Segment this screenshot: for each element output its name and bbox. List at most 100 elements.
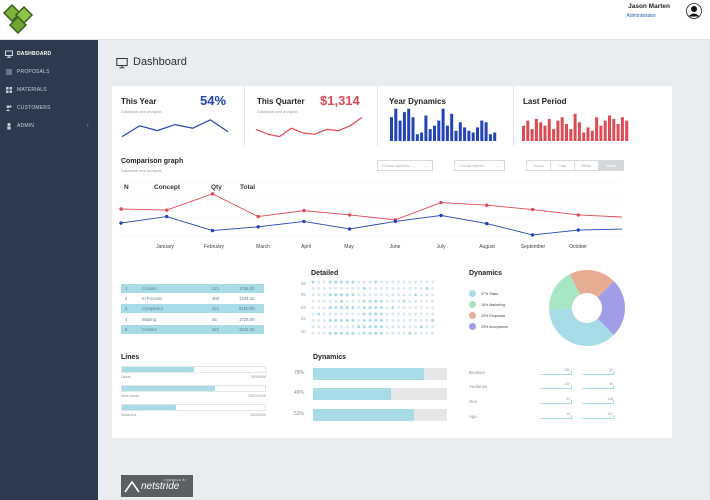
sidebar-item-label: CUSTOMERS (17, 105, 51, 111)
matrix-dot (317, 306, 321, 310)
statistics-select[interactable]: Choose statistics ⌄ (377, 160, 433, 171)
mini-stat-tick (571, 415, 572, 419)
matrix-dot (328, 280, 332, 284)
cell-n: 3 (125, 306, 128, 311)
matrix-dot (311, 306, 315, 310)
progress-fill (122, 367, 194, 372)
people-icon (5, 104, 13, 112)
matrix-dot (408, 331, 412, 335)
dynamics-bar-fill (313, 388, 391, 400)
stat-title: This Quarter (257, 97, 305, 106)
matrix-dot (425, 318, 429, 322)
data-point (165, 214, 169, 219)
donut-slice (549, 308, 614, 346)
range-hours[interactable]: Hours (527, 161, 551, 170)
data-point (439, 213, 443, 218)
data-point (302, 219, 306, 224)
table-row[interactable]: 1 Custom 121 1745.00 (121, 284, 264, 293)
bar (526, 120, 530, 141)
mini-stat-a: 34 (566, 397, 570, 401)
y-tick-label: 06 (301, 292, 306, 297)
matrix-dot (397, 299, 400, 303)
powered-by-badge[interactable]: POWERED BY netstride (121, 475, 193, 497)
cell-qty: 121 (212, 286, 220, 291)
matrix-dot (357, 299, 361, 303)
matrix-dot (311, 325, 315, 329)
progress-value: 750/2000 (250, 375, 266, 379)
x-tick-label: August (479, 244, 495, 250)
sidebar-item-customers[interactable]: CUSTOMERS (0, 101, 98, 115)
user-name[interactable]: Jason Marten (628, 3, 670, 10)
matrix-dot (368, 286, 372, 290)
bar (390, 117, 393, 141)
x-tick-label: March (256, 244, 270, 250)
matrix-dot (379, 331, 383, 335)
matrix-dot (379, 286, 383, 290)
sparkline-this-year (121, 119, 229, 138)
table-row[interactable]: 3 Completed 321 8150.00 (121, 304, 264, 313)
matrix-dot (328, 331, 332, 335)
matrix-dot (402, 318, 406, 322)
bar (484, 122, 488, 141)
y-tick-label: 02 (301, 316, 306, 321)
bar (547, 118, 551, 141)
matrix-dot (431, 306, 435, 310)
sidebar-item-proposals[interactable]: PROPOSALS (0, 65, 98, 79)
range-day[interactable]: Day (551, 161, 575, 170)
legend-label: 25% Acceptance (481, 324, 508, 329)
user-role: Administrator (626, 13, 656, 19)
legend-swatch (469, 323, 476, 330)
table-row[interactable]: 5 Custom 321 1216.00 (121, 325, 264, 334)
divider (244, 86, 245, 146)
matrix-dot (397, 325, 400, 329)
bar-chart-last-period (522, 113, 629, 141)
sidebar-item-label: ADMIN (17, 123, 35, 129)
chevron-right-icon: › (86, 123, 89, 129)
matrix-dot (351, 299, 355, 303)
matrix-dot (311, 280, 315, 284)
matrix-dot (322, 331, 326, 335)
page-header: Dashboard (116, 56, 187, 69)
matrix-dot (408, 299, 412, 303)
page-title: Dashboard (133, 56, 187, 68)
series-line (120, 193, 622, 221)
matrix-dot (351, 280, 355, 284)
matrix-dot (379, 306, 383, 310)
matrix-dot (317, 312, 321, 316)
bar (582, 132, 586, 141)
matrix-dot (414, 312, 418, 316)
bar (543, 125, 547, 141)
legend-swatch (469, 290, 476, 297)
avatar-icon[interactable] (686, 3, 702, 19)
matrix-dot (425, 312, 429, 316)
dynamics-bar-fill (313, 368, 425, 380)
matrix-dot (322, 280, 326, 284)
series-line (120, 215, 622, 236)
bar (534, 118, 538, 141)
sidebar-item-admin[interactable]: ADMIN › (0, 119, 98, 133)
dynamics-pie-title: Dynamics (469, 270, 503, 277)
sidebar-item-materials[interactable]: MATERIALS (0, 83, 98, 97)
progress-bar-sessions (121, 404, 266, 411)
list-icon (5, 68, 13, 76)
app-logo[interactable] (2, 3, 36, 37)
y-tick-label: 08 (301, 281, 306, 286)
table-row[interactable]: 2 In Process 406 1204.42 (121, 294, 264, 303)
range-month[interactable]: Month (599, 161, 623, 170)
matrix-dot (414, 325, 418, 329)
legend-item: 25% Acceptance (469, 323, 508, 330)
sidebar-item-dashboard[interactable]: DASHBOARD (0, 47, 98, 61)
matrix-dot (357, 306, 361, 310)
metrics-select[interactable]: Choose metrics ⌄ (454, 160, 505, 171)
bar (476, 127, 479, 141)
mini-stat-label: Browser (469, 370, 486, 375)
matrix-dot (351, 312, 355, 316)
matrix-dot (408, 312, 412, 316)
range-week[interactable]: Week (575, 161, 599, 170)
matrix-dot (340, 312, 343, 316)
table-row[interactable]: 4 Waiting 45 1725.00 (121, 315, 264, 324)
bar (522, 125, 525, 141)
matrix-dot (402, 280, 406, 284)
matrix-dot (414, 280, 418, 284)
bar (407, 108, 411, 141)
